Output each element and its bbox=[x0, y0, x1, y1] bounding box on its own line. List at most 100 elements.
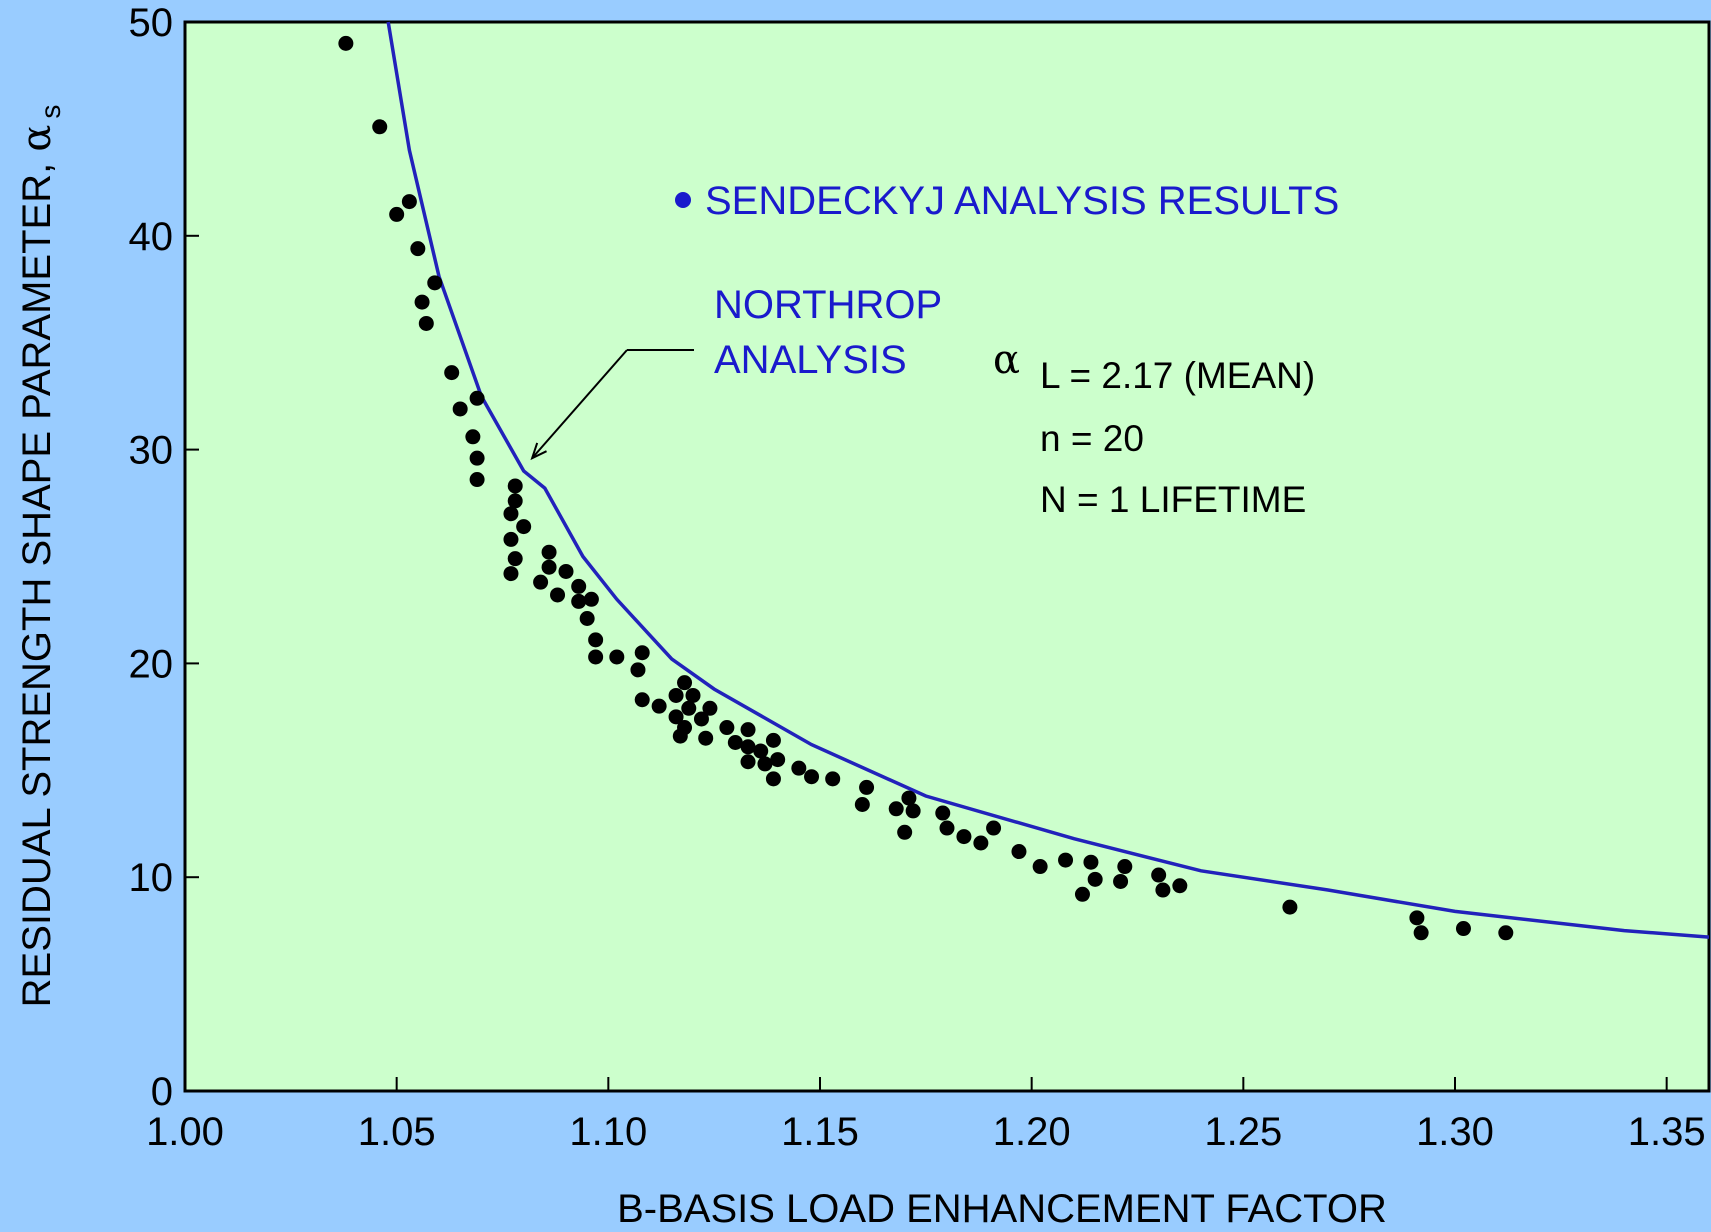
y-tick-label: 30 bbox=[129, 429, 174, 473]
data-point bbox=[1032, 859, 1048, 875]
data-point bbox=[859, 779, 875, 795]
data-point bbox=[1058, 852, 1074, 868]
northrop-analysis-curve bbox=[386, 21, 1710, 939]
data-point bbox=[685, 687, 701, 703]
data-point bbox=[854, 797, 870, 813]
data-point bbox=[1113, 873, 1129, 889]
data-point bbox=[507, 551, 523, 567]
y-axis-title-symbol: α bbox=[14, 125, 60, 152]
x-tick-label: 1.25 bbox=[1204, 1110, 1282, 1154]
data-point bbox=[609, 649, 625, 665]
data-point bbox=[1498, 925, 1514, 941]
data-point bbox=[1413, 925, 1429, 941]
data-point bbox=[939, 820, 955, 836]
param-alpha-symbol: α bbox=[993, 337, 1020, 383]
data-point bbox=[672, 728, 688, 744]
data-point bbox=[753, 743, 769, 759]
data-point bbox=[503, 566, 519, 582]
data-point bbox=[469, 472, 485, 488]
data-point bbox=[503, 531, 519, 547]
x-tick-label: 1.35 bbox=[1628, 1110, 1706, 1154]
data-point bbox=[668, 709, 684, 725]
data-point bbox=[507, 493, 523, 509]
legend-marker bbox=[675, 192, 691, 208]
data-point bbox=[765, 771, 781, 787]
legend-northrop-line-1: NORTHROP bbox=[714, 283, 941, 327]
y-tick-label: 10 bbox=[129, 856, 174, 900]
data-point bbox=[770, 752, 786, 768]
data-point bbox=[550, 587, 566, 603]
data-point bbox=[583, 591, 599, 607]
data-point bbox=[465, 429, 481, 445]
data-point bbox=[765, 732, 781, 748]
data-point bbox=[681, 700, 697, 716]
data-point bbox=[677, 675, 693, 691]
data-point bbox=[1151, 867, 1167, 883]
data-point bbox=[651, 698, 667, 714]
y-tick-label: 20 bbox=[129, 642, 174, 686]
data-point bbox=[533, 574, 549, 590]
data-point bbox=[541, 544, 557, 560]
data-point bbox=[338, 35, 354, 51]
x-tick-label: 1.05 bbox=[358, 1110, 436, 1154]
y-tick-label: 0 bbox=[151, 1070, 173, 1114]
data-point bbox=[757, 756, 773, 772]
x-tick-label: 1.10 bbox=[569, 1110, 647, 1154]
data-point bbox=[693, 711, 709, 727]
param-alpha-value: L = 2.17 (MEAN) bbox=[1040, 355, 1315, 396]
data-point bbox=[1074, 886, 1090, 902]
data-point bbox=[986, 820, 1002, 836]
data-point bbox=[825, 771, 841, 787]
param-n: n = 20 bbox=[1040, 418, 1144, 459]
data-point bbox=[719, 720, 735, 736]
data-point bbox=[1155, 882, 1171, 898]
data-point bbox=[1083, 854, 1099, 870]
x-axis: 1.00 1.05 1.10 1.15 1.20 1.25 1.30 1.35 bbox=[146, 1077, 1706, 1154]
data-point bbox=[956, 829, 972, 845]
y-axis-title: RESIDUAL STRENGTH SHAPE PARAMETER, αs bbox=[14, 105, 66, 1008]
legend-northrop-label: NORTHROP ANALYSIS bbox=[714, 283, 953, 382]
data-point bbox=[1455, 921, 1471, 937]
data-point bbox=[414, 294, 430, 310]
data-point bbox=[469, 390, 485, 406]
data-point bbox=[410, 241, 426, 257]
data-point bbox=[503, 506, 519, 522]
data-point bbox=[634, 692, 650, 708]
data-point bbox=[1011, 844, 1027, 860]
data-point bbox=[740, 722, 756, 738]
legend-sendeckyj-label: SENDECKYJ ANALYSIS RESULTS bbox=[705, 179, 1339, 223]
data-point bbox=[444, 365, 460, 381]
data-point bbox=[888, 801, 904, 817]
data-point bbox=[541, 559, 557, 575]
data-point bbox=[727, 735, 743, 751]
data-point bbox=[901, 790, 917, 806]
data-point bbox=[427, 275, 443, 291]
data-point bbox=[372, 119, 388, 135]
data-point bbox=[897, 824, 913, 840]
data-point bbox=[401, 194, 417, 210]
data-point bbox=[740, 754, 756, 770]
data-point bbox=[579, 611, 595, 627]
data-point bbox=[668, 687, 684, 703]
y-tick-label: 50 bbox=[129, 1, 174, 45]
data-point bbox=[1087, 871, 1103, 887]
data-point bbox=[634, 645, 650, 661]
legend-northrop-line-2: ANALYSIS bbox=[714, 338, 907, 382]
data-point bbox=[702, 700, 718, 716]
northrop-leader-arrow bbox=[531, 349, 628, 459]
data-point bbox=[516, 519, 532, 535]
data-point bbox=[507, 478, 523, 494]
data-point bbox=[558, 563, 574, 579]
y-axis-title-text: RESIDUAL STRENGTH SHAPE PARAMETER, bbox=[15, 152, 59, 1008]
data-point bbox=[740, 739, 756, 755]
data-point bbox=[698, 730, 714, 746]
data-point bbox=[804, 769, 820, 785]
data-point bbox=[588, 649, 604, 665]
data-point bbox=[905, 803, 921, 819]
data-point bbox=[469, 450, 485, 466]
x-axis-title: B-BASIS LOAD ENHANCEMENT FACTOR bbox=[617, 1187, 1387, 1231]
northrop-arrow-head bbox=[530, 442, 547, 461]
x-tick-label: 1.00 bbox=[146, 1110, 224, 1154]
data-point bbox=[1409, 910, 1425, 926]
data-point bbox=[588, 632, 604, 648]
